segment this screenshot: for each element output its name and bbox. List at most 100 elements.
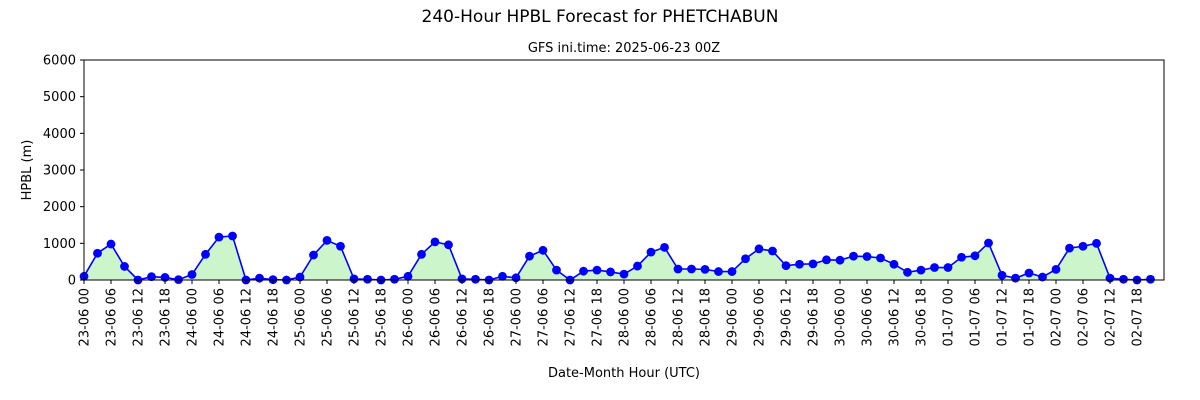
data-point bbox=[187, 270, 197, 279]
data-point bbox=[390, 274, 399, 284]
y-tick-label: 5000 bbox=[43, 90, 76, 105]
x-tick-label: 25-06 18 bbox=[375, 288, 390, 346]
data-point bbox=[255, 273, 264, 283]
data-point bbox=[538, 245, 548, 255]
data-point bbox=[579, 266, 588, 276]
data-point bbox=[147, 272, 156, 282]
data-point bbox=[525, 251, 534, 261]
data-point bbox=[1011, 273, 1020, 283]
data-point bbox=[322, 236, 332, 245]
data-point bbox=[768, 246, 777, 256]
data-point bbox=[822, 255, 831, 265]
data-point bbox=[430, 237, 440, 247]
x-tick-label: 27-06 00 bbox=[510, 288, 525, 346]
data-point bbox=[916, 265, 926, 275]
x-tick-label: 26-06 18 bbox=[483, 288, 498, 346]
data-point bbox=[106, 239, 116, 249]
x-tick-label: 01-07 00 bbox=[942, 288, 957, 346]
x-tick-label: 24-06 06 bbox=[213, 288, 228, 346]
data-point bbox=[444, 240, 453, 250]
data-point bbox=[349, 274, 359, 284]
data-point bbox=[835, 255, 845, 265]
data-point bbox=[862, 252, 872, 261]
x-tick-label: 29-06 06 bbox=[753, 288, 768, 346]
x-tick-label: 23-06 00 bbox=[78, 288, 93, 346]
x-tick-label: 28-06 06 bbox=[645, 288, 660, 346]
plot-area: 0 1000 2000 3000 4000 5000 6000 23-06 00 23-06 0… bbox=[43, 54, 1165, 346]
x-tick-label: 26-06 12 bbox=[456, 288, 471, 346]
x-tick-label: 28-06 18 bbox=[699, 288, 714, 346]
x-tick-label: 02-07 06 bbox=[1077, 288, 1092, 346]
data-point bbox=[552, 265, 561, 275]
data-point bbox=[984, 238, 993, 248]
data-point bbox=[1078, 241, 1088, 251]
x-tick-label: 27-06 12 bbox=[564, 288, 579, 346]
data-point bbox=[808, 259, 818, 269]
data-point bbox=[660, 242, 669, 252]
x-tick-label: 25-06 12 bbox=[348, 288, 363, 346]
x-tick-label: 23-06 18 bbox=[159, 288, 174, 346]
data-point bbox=[673, 264, 683, 274]
x-tick-label: 01-07 18 bbox=[1023, 288, 1038, 346]
data-point bbox=[228, 231, 237, 241]
data-point bbox=[849, 251, 858, 261]
x-tick-label: 29-06 12 bbox=[780, 288, 795, 346]
data-point bbox=[1146, 274, 1155, 284]
x-tick-label: 24-06 00 bbox=[186, 288, 201, 346]
data-point bbox=[471, 274, 480, 284]
x-tick-label: 24-06 12 bbox=[240, 288, 255, 346]
data-point bbox=[1024, 268, 1034, 278]
data-point bbox=[970, 251, 980, 261]
data-point bbox=[781, 261, 791, 271]
x-tick-label: 30-06 06 bbox=[861, 288, 876, 346]
x-tick-label: 30-06 00 bbox=[834, 288, 849, 346]
x-tick-label: 02-07 18 bbox=[1131, 288, 1146, 346]
data-point bbox=[646, 247, 656, 257]
data-point bbox=[889, 259, 899, 269]
data-point bbox=[930, 263, 939, 272]
area-fill bbox=[84, 236, 1151, 280]
data-point bbox=[498, 271, 507, 281]
data-point bbox=[336, 241, 345, 251]
x-tick-label: 23-06 12 bbox=[132, 288, 147, 346]
x-tick-label: 25-06 06 bbox=[321, 288, 336, 346]
data-point bbox=[457, 274, 467, 284]
x-tick-label: 26-06 00 bbox=[402, 288, 417, 346]
y-tick-label: 6000 bbox=[43, 54, 76, 69]
data-point bbox=[1092, 238, 1101, 248]
data-point bbox=[214, 232, 224, 242]
data-point bbox=[754, 244, 764, 254]
x-tick-label: 30-06 12 bbox=[888, 288, 903, 346]
chart-subtitle: GFS ini.time: 2025-06-23 00Z bbox=[528, 41, 720, 56]
data-point bbox=[700, 264, 710, 274]
x-tick-label: 02-07 12 bbox=[1104, 288, 1119, 346]
y-tick-label: 4000 bbox=[43, 127, 76, 142]
x-tick-label: 28-06 00 bbox=[618, 288, 633, 346]
data-point bbox=[295, 272, 305, 282]
x-tick-label: 01-07 12 bbox=[996, 288, 1011, 346]
x-tick-label: 24-06 18 bbox=[267, 288, 282, 346]
y-tick-label: 0 bbox=[68, 274, 76, 289]
data-point bbox=[417, 249, 426, 259]
data-point bbox=[592, 265, 602, 275]
data-point bbox=[687, 264, 696, 274]
y-tick-label: 2000 bbox=[43, 200, 76, 215]
x-axis-label: Date-Month Hour (UTC) bbox=[548, 366, 700, 381]
data-point bbox=[903, 267, 912, 277]
x-tick-label: 29-06 18 bbox=[807, 288, 822, 346]
data-point bbox=[741, 254, 750, 264]
data-point bbox=[606, 267, 615, 277]
y-axis-label: HPBL (m) bbox=[20, 140, 35, 201]
x-tick-label: 26-06 06 bbox=[429, 288, 444, 346]
data-point bbox=[957, 252, 966, 262]
x-tick-label: 23-06 06 bbox=[105, 288, 120, 346]
data-point bbox=[1051, 264, 1061, 274]
data-point bbox=[93, 248, 102, 258]
y-tick-label: 1000 bbox=[43, 237, 76, 252]
data-point bbox=[403, 271, 413, 281]
data-point bbox=[727, 267, 737, 276]
x-tick-label: 25-06 00 bbox=[294, 288, 309, 346]
x-tick-label: 27-06 18 bbox=[591, 288, 606, 346]
data-point bbox=[309, 250, 318, 260]
